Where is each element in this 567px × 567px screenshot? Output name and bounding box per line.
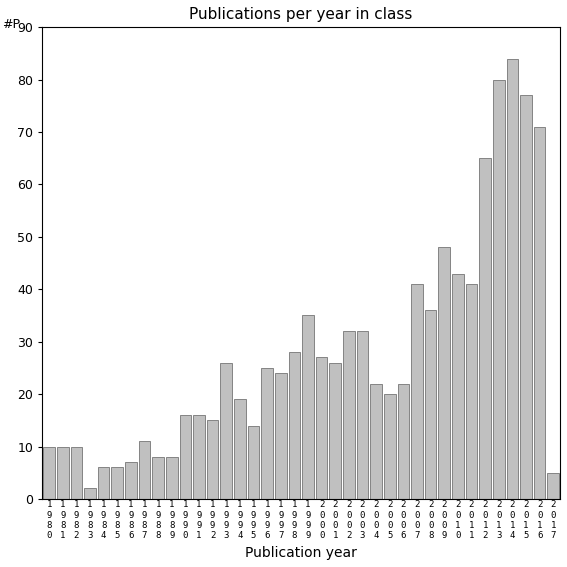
- Bar: [166, 457, 177, 499]
- Bar: [438, 247, 450, 499]
- Bar: [534, 127, 545, 499]
- Bar: [84, 488, 96, 499]
- Bar: [234, 399, 246, 499]
- Bar: [153, 457, 164, 499]
- Bar: [221, 363, 232, 499]
- Bar: [261, 368, 273, 499]
- Bar: [139, 441, 150, 499]
- X-axis label: Publication year: Publication year: [246, 546, 357, 560]
- Bar: [98, 467, 109, 499]
- Bar: [193, 415, 205, 499]
- Bar: [112, 467, 123, 499]
- Y-axis label: #P: #P: [2, 18, 20, 31]
- Bar: [70, 446, 82, 499]
- Bar: [289, 352, 300, 499]
- Bar: [357, 331, 369, 499]
- Bar: [248, 426, 259, 499]
- Bar: [452, 273, 464, 499]
- Bar: [411, 284, 423, 499]
- Bar: [548, 473, 559, 499]
- Bar: [125, 462, 137, 499]
- Bar: [493, 80, 505, 499]
- Bar: [384, 394, 396, 499]
- Bar: [43, 446, 55, 499]
- Bar: [466, 284, 477, 499]
- Bar: [370, 384, 382, 499]
- Bar: [479, 158, 491, 499]
- Bar: [57, 446, 69, 499]
- Bar: [316, 357, 327, 499]
- Bar: [275, 373, 286, 499]
- Bar: [506, 59, 518, 499]
- Bar: [343, 331, 355, 499]
- Bar: [302, 315, 314, 499]
- Bar: [397, 384, 409, 499]
- Bar: [180, 415, 191, 499]
- Bar: [520, 95, 532, 499]
- Title: Publications per year in class: Publications per year in class: [189, 7, 413, 22]
- Bar: [329, 363, 341, 499]
- Bar: [207, 420, 218, 499]
- Bar: [425, 310, 437, 499]
